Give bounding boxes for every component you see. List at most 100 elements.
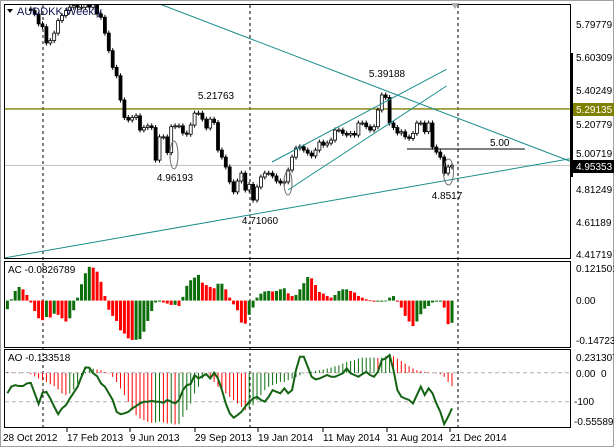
candle-bear [434,146,439,153]
ac-bar [21,289,25,301]
candle-bear [223,156,228,168]
candle-bull [360,122,365,125]
ac-bar [395,300,399,302]
candle-bear [204,118,209,129]
ac-bar [9,299,13,301]
candle-bull [294,147,298,158]
ac-bar [48,300,52,318]
ac-bar [119,300,122,331]
candle-bear [212,118,217,123]
ac-bar [146,300,150,321]
price-tick: 5.20779 [576,120,613,131]
candle-bull [258,176,263,188]
ac-bar [169,300,173,305]
ac-tick: 0.121501 [576,264,614,275]
candle-bear [153,127,158,161]
ac-bar [333,294,337,301]
ac-bar [427,300,431,306]
price-scale-bar[interactable] [570,53,573,177]
ac-bar [25,294,29,301]
candle-bull [188,124,193,135]
ac-bar [294,294,298,301]
chart-shift-marker-icon[interactable] [451,3,459,9]
candle-bear [387,97,392,124]
candle-bear [114,66,119,77]
candle-bull [130,117,135,121]
candle-bear [44,26,49,44]
ac-bar [33,300,37,312]
ac-bar [80,284,83,301]
candle-bear [87,5,92,8]
candle-bull [446,166,451,174]
ao-oscillator-line [6,353,453,427]
ac-bar [399,300,403,308]
ac-bar [64,300,68,322]
ac-bar [298,289,302,301]
candle-bear [138,115,142,131]
candle-bull [141,127,146,131]
ac-bar [181,296,185,301]
candle-bull [56,20,60,34]
candle-bull [286,169,291,183]
candle-bull [52,32,57,42]
ac-bar [154,300,158,303]
ac-bar [228,297,232,301]
ac-bar [68,300,72,319]
price-tick: 4.41719 [576,250,613,261]
ac-bar [236,300,239,311]
candle-bull [173,125,178,128]
candle-bull [290,156,295,171]
candle-bear [407,136,412,139]
ac-bar [37,300,41,319]
ac-bar [107,300,111,310]
ac-bar [177,300,181,306]
candle-bull [255,186,259,201]
candle-bull [414,122,419,134]
ao-tick: 0.00 [576,369,596,380]
candle-bear [122,99,127,118]
label-low-2: 4.71060 [242,216,279,227]
candle-bear [110,50,115,68]
candle-bull [317,141,322,151]
candle-bear [95,5,99,15]
ac-bar [392,296,395,301]
candle-bull [411,132,415,139]
swing-ellipse [443,158,454,186]
ac-bar [165,300,169,304]
ac-bar [56,300,60,315]
candle-bear [364,122,369,128]
candle-bull [333,129,337,141]
label-level: 5.00 [490,138,510,149]
ac-bar [255,297,259,301]
ao-tick: -0.555893 [574,417,614,428]
ac-bar [17,286,21,301]
ac-bar [204,285,208,301]
ac-bar [419,300,423,315]
ac-bar [450,300,454,323]
price-tick: 5.60309 [576,53,613,64]
ac-bar [388,297,392,301]
candle-bear [243,172,248,191]
ac-bar [224,289,228,301]
ac-bar [282,288,286,301]
candle-bull [134,115,139,118]
price-tick: 4.61189 [576,218,612,229]
symbol-dropdown-icon[interactable] [7,9,13,13]
candle-bull [235,180,240,193]
candle-bear [430,122,435,148]
ac-bar [87,266,91,301]
candle-bear [391,122,396,128]
ac-bar [286,293,290,301]
candle-bear [309,152,314,157]
candle-bear [36,13,41,25]
ac-bar [103,296,107,301]
ac-bar [247,300,251,315]
ac-bar [434,300,438,302]
ac-bar [232,300,236,305]
candle-bear [32,10,37,15]
ac-bar [161,300,165,303]
candle-bear [200,112,205,120]
ac-bar [317,292,321,301]
ao-tick: -100 [574,397,594,408]
